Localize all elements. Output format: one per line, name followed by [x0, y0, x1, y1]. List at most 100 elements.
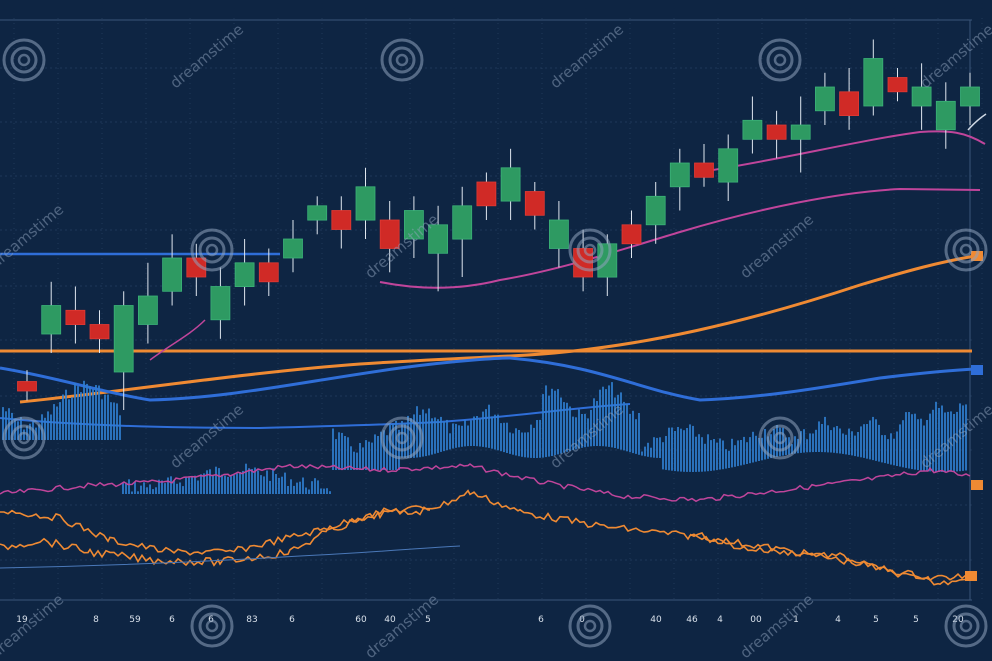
volume-bar	[206, 470, 208, 494]
volume-bar	[458, 425, 460, 448]
candle-down	[524, 191, 545, 216]
volume-bar	[503, 422, 505, 453]
volume-bar	[116, 403, 118, 440]
volume-bar	[758, 438, 760, 461]
volume-bar	[209, 469, 211, 494]
candle-up	[863, 58, 884, 107]
volume-bar	[65, 389, 67, 440]
volume-bar	[656, 437, 658, 458]
volume-bar	[581, 414, 583, 448]
volume-bar	[494, 414, 496, 450]
volume-bar	[278, 477, 280, 494]
orange-oscillator-tail	[689, 532, 971, 586]
candle-up	[137, 295, 158, 325]
volume-bar	[200, 474, 202, 494]
volume-bar	[191, 477, 193, 494]
volume-bar	[827, 425, 829, 453]
watermark-logo	[944, 604, 988, 648]
candle-down	[839, 91, 859, 117]
volume-bar	[395, 421, 397, 470]
volume-bar	[320, 488, 322, 494]
volume-bar	[620, 392, 622, 450]
watermark-logo	[190, 604, 234, 648]
x-tick-label: 40	[384, 615, 396, 625]
volume-bar	[302, 477, 304, 494]
volume-bar	[143, 482, 145, 494]
volume-bar	[587, 418, 589, 447]
volume-bar	[470, 420, 472, 446]
volume-bar	[638, 413, 640, 455]
volume-bar	[791, 444, 793, 454]
volume-bar	[383, 430, 385, 470]
watermark-ring	[952, 236, 980, 264]
volume-bar	[596, 401, 598, 446]
volume-bar	[77, 386, 79, 440]
x-tick-label: 83	[246, 615, 257, 625]
volume-bar	[632, 410, 634, 454]
volume-bar	[737, 440, 739, 467]
volume-bar	[146, 487, 148, 494]
volume-bar	[179, 482, 181, 494]
volume-bar	[446, 419, 448, 451]
volume-bar	[557, 389, 559, 455]
volume-bar	[416, 406, 418, 458]
volume-bar	[176, 483, 178, 494]
volume-bar	[152, 489, 154, 494]
volume-bar	[161, 480, 163, 494]
volume-bar	[695, 436, 697, 472]
magenta-moving-average	[379, 187, 981, 289]
volume-bar	[452, 423, 454, 449]
volume-bar	[47, 411, 49, 440]
watermark-ring	[766, 424, 794, 452]
volume-bar	[98, 385, 100, 440]
volume-bar	[491, 416, 493, 449]
volume-bar	[131, 491, 133, 494]
volume-bar	[488, 404, 490, 448]
volume-bar	[923, 425, 925, 471]
watermark-logo	[380, 38, 424, 82]
volume-bar	[839, 428, 841, 454]
x-tick-label: 19	[16, 615, 28, 625]
x-tick-label: 40	[650, 615, 662, 625]
volume-bar	[137, 491, 139, 494]
magenta-upper-band	[699, 130, 986, 173]
x-tick-label: 59	[129, 615, 141, 625]
volume-bar	[845, 434, 847, 455]
volume-bar	[707, 434, 709, 472]
blue-moving-average	[0, 356, 976, 402]
volume-bar	[269, 480, 271, 494]
volume-bar	[704, 443, 706, 472]
volume-bar	[401, 421, 403, 458]
volume-bar	[434, 417, 436, 454]
volume-bar	[659, 437, 661, 458]
volume-bar	[473, 416, 475, 446]
watermark-logo	[2, 416, 46, 460]
volume-bar	[548, 395, 550, 457]
watermark-ring	[395, 431, 409, 445]
watermark-logo	[568, 228, 612, 272]
volume-bar	[647, 442, 649, 457]
volume-bar	[881, 435, 883, 463]
volume-bar	[263, 476, 265, 494]
volume-bar	[404, 422, 406, 458]
candle-down	[887, 77, 908, 93]
volume-bar	[773, 429, 775, 458]
watermark-logo	[758, 38, 802, 82]
volume-bar	[59, 402, 61, 440]
volume-bar	[437, 419, 439, 453]
volume-bar	[593, 398, 595, 447]
watermark-logo	[380, 416, 424, 460]
volume-bar	[23, 429, 25, 440]
x-tick-label: 0	[579, 615, 585, 625]
volume-bar	[878, 424, 880, 462]
volume-bar	[455, 423, 457, 448]
candle-down	[331, 210, 352, 230]
watermark-logo	[758, 416, 802, 460]
volume-bar	[599, 389, 601, 447]
volume-bar	[257, 470, 259, 494]
volume-bar	[866, 424, 868, 459]
volume-bar	[164, 483, 166, 494]
volume-bar	[605, 389, 607, 447]
volume-bar	[566, 402, 568, 452]
volume-bar	[329, 491, 331, 494]
